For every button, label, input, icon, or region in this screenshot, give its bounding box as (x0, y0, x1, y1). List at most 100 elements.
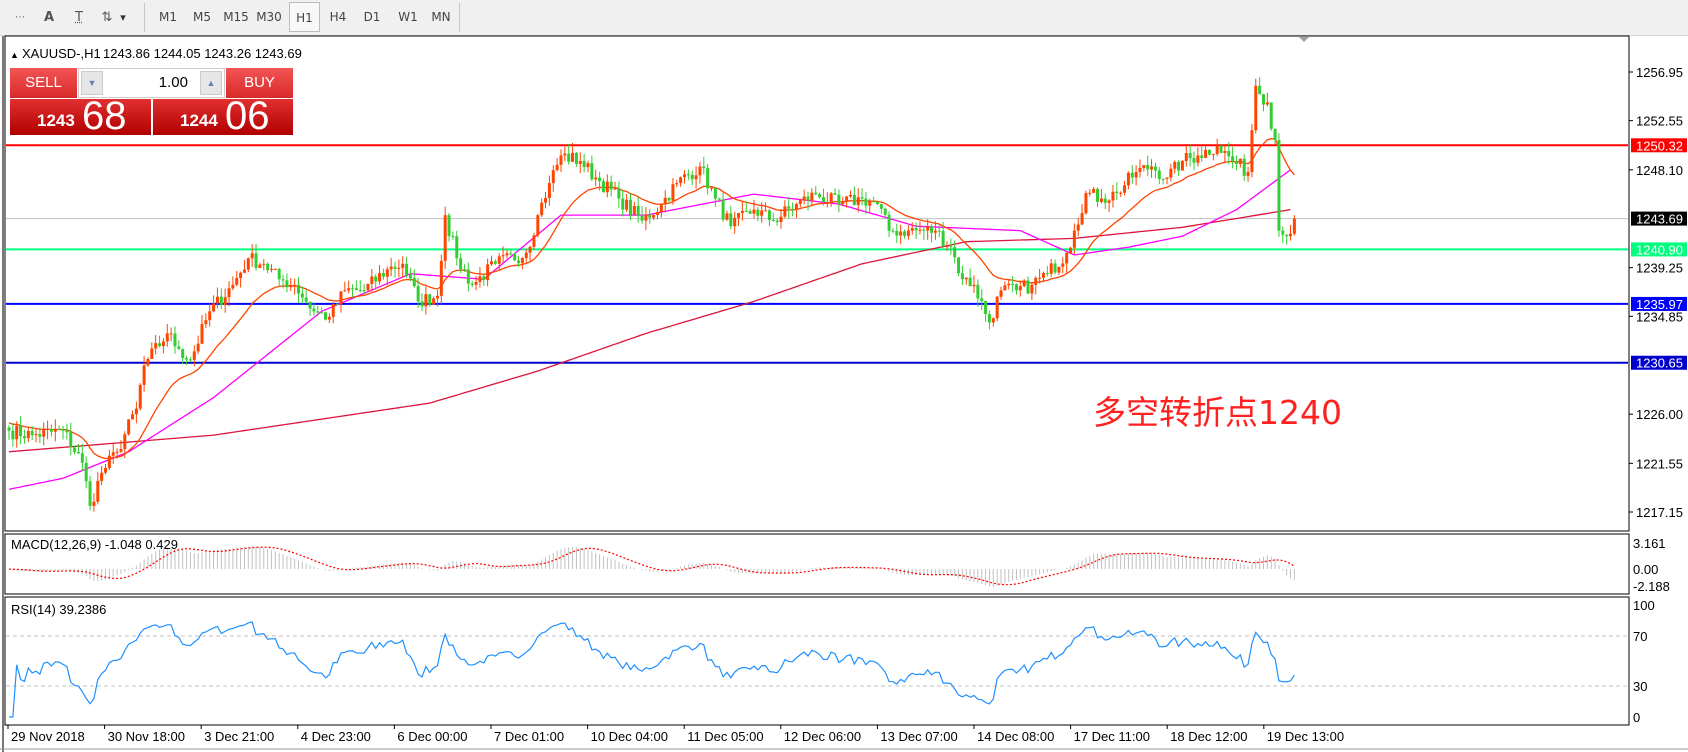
candle (439, 254, 443, 305)
timeframe-m1[interactable]: M1 (159, 10, 177, 24)
candle-body (628, 199, 632, 215)
time-tick-label: 6 Dec 00:00 (397, 729, 467, 744)
candle-body (1169, 168, 1173, 178)
candle (980, 289, 984, 311)
candle-body (582, 160, 586, 168)
lot-decrease-button[interactable]: ▼ (81, 71, 103, 95)
candle (200, 315, 204, 345)
candle (544, 191, 548, 209)
candle (520, 257, 524, 270)
candle (814, 186, 818, 196)
candle (760, 202, 764, 223)
buy-button[interactable]: BUY (226, 68, 293, 98)
candle-body (876, 201, 879, 205)
arrows-icon[interactable]: ⇅ (101, 10, 113, 25)
candle-body (258, 264, 262, 268)
lot-value[interactable]: 1.00 (158, 74, 188, 91)
price-tick-label: 1252.55 (1636, 114, 1683, 129)
candle-body (513, 254, 517, 261)
candle-body (1111, 191, 1115, 201)
chart-shift-marker-icon[interactable] (1299, 37, 1309, 42)
candle-body (46, 428, 50, 430)
lot-increase-button[interactable]: ▲ (200, 71, 222, 95)
candle-body (675, 183, 679, 185)
candle-body (906, 230, 910, 236)
candle-body (428, 294, 432, 305)
candle-body (374, 276, 378, 282)
candle-body (370, 276, 374, 284)
candle-body (119, 448, 123, 452)
candle-body (544, 197, 548, 203)
candle-body (250, 253, 254, 259)
candle-body (1146, 165, 1150, 170)
candle (131, 410, 135, 420)
candle-body (845, 196, 849, 202)
candle-body (150, 348, 154, 359)
timeframe-m30[interactable]: M30 (256, 10, 282, 24)
candle (366, 283, 370, 293)
candle (987, 310, 991, 330)
candle (308, 301, 312, 316)
candle-body (1200, 155, 1204, 158)
candle-body (1034, 277, 1038, 285)
candle-body (891, 230, 895, 232)
candle-body (574, 152, 578, 164)
buy-price-box[interactable]: 1244 06 (153, 94, 293, 138)
candle (231, 276, 235, 291)
text-icon[interactable]: A (43, 10, 55, 25)
candle-body (308, 301, 312, 309)
candle (1003, 281, 1007, 291)
candle-body (968, 277, 972, 287)
candle-body (783, 206, 787, 217)
candle-body (354, 288, 358, 291)
sell-price-box[interactable]: 1243 68 (10, 94, 151, 138)
candle (767, 209, 771, 227)
candle (540, 198, 544, 218)
candle-body (636, 206, 640, 216)
sell-button[interactable]: SELL (10, 68, 77, 98)
text-label-icon[interactable]: T (75, 10, 83, 25)
timeframe-m15[interactable]: M15 (223, 10, 249, 24)
candle-body (594, 177, 598, 180)
candle (783, 200, 787, 219)
grid-properties-icon[interactable]: ⋯ (15, 12, 25, 23)
candle (432, 296, 436, 305)
candle-body (1049, 263, 1053, 274)
candle-body (868, 201, 872, 206)
candle (810, 188, 814, 207)
candle (1169, 163, 1173, 182)
candle-body (953, 247, 957, 258)
rsi-line (9, 621, 1295, 718)
timeframe-mn[interactable]: MN (431, 10, 451, 24)
candle (957, 257, 961, 277)
candle-body (73, 447, 77, 452)
candle (49, 424, 53, 437)
candle-body (987, 314, 991, 323)
candle-body (1211, 154, 1215, 156)
candle-body (976, 284, 980, 299)
candle (740, 201, 744, 221)
candle (1153, 162, 1157, 179)
candle-body (1014, 283, 1018, 291)
macd-tick-label: 0.00 (1633, 562, 1658, 577)
lot-size-field[interactable]: ▼ 1.00 ▲ (78, 68, 225, 98)
candle-body (1123, 185, 1127, 193)
timeframe-h1[interactable]: H1 (289, 2, 320, 32)
chevron-down-icon[interactable]: ▾ (120, 11, 126, 24)
candle (1292, 215, 1296, 236)
timeframe-d1[interactable]: D1 (363, 10, 381, 24)
timeframe-h4[interactable]: H4 (329, 10, 347, 24)
candle-body (613, 188, 617, 190)
candle-body (335, 303, 339, 305)
candle (1258, 77, 1262, 95)
candle-body (331, 303, 335, 317)
candle (567, 144, 571, 165)
candle-body (1223, 150, 1227, 153)
candle-body (744, 210, 748, 212)
timeframe-w1[interactable]: W1 (398, 10, 418, 24)
candle (1057, 266, 1061, 275)
timeframe-m5[interactable]: M5 (193, 10, 211, 24)
candle (304, 289, 308, 304)
candle-body (231, 284, 235, 289)
candle (76, 443, 80, 455)
